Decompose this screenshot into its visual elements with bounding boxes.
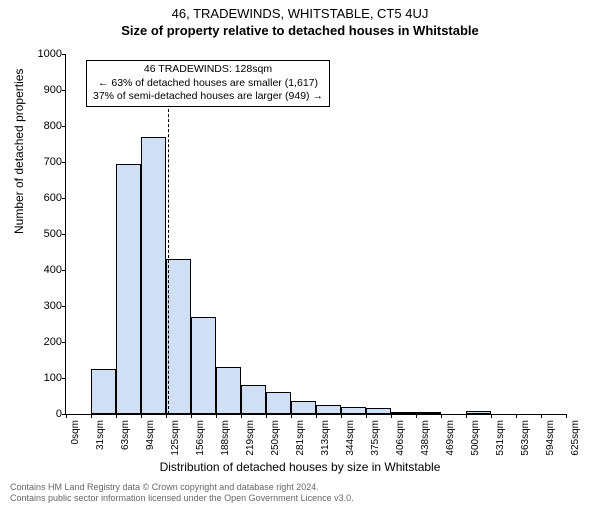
xtick-label: 31sqm <box>95 420 106 450</box>
xtick-mark <box>266 414 267 418</box>
xtick-mark <box>541 414 542 418</box>
ytick-mark <box>62 54 66 55</box>
histogram-bar <box>291 401 316 414</box>
xtick-label: 125sqm <box>170 420 181 456</box>
xtick-label: 406sqm <box>395 420 406 456</box>
xtick-mark <box>216 414 217 418</box>
xtick-label: 156sqm <box>195 420 206 456</box>
xtick-label: 469sqm <box>445 420 456 456</box>
xtick-label: 63sqm <box>120 420 131 450</box>
histogram-bar <box>216 367 241 414</box>
xtick-mark <box>91 414 92 418</box>
xtick-label: 344sqm <box>345 420 356 456</box>
annotation-line3: 37% of semi-detached houses are larger (… <box>93 90 323 104</box>
histogram-bar <box>191 317 216 414</box>
xtick-label: 500sqm <box>470 420 481 456</box>
histogram-bar <box>116 164 141 414</box>
xtick-mark <box>516 414 517 418</box>
histogram-bar <box>341 407 366 414</box>
xtick-mark <box>491 414 492 418</box>
histogram-bar <box>166 259 191 414</box>
ytick-label: 300 <box>28 300 62 312</box>
xtick-label: 0sqm <box>70 420 81 444</box>
ytick-mark <box>62 378 66 379</box>
ytick-mark <box>62 90 66 91</box>
histogram-bar <box>316 405 341 414</box>
histogram-bar <box>266 392 291 414</box>
ytick-mark <box>62 162 66 163</box>
footer-attribution: Contains HM Land Registry data © Crown c… <box>10 482 354 504</box>
ytick-label: 0 <box>28 408 62 420</box>
histogram-bar <box>241 385 266 414</box>
xtick-mark <box>391 414 392 418</box>
xtick-label: 281sqm <box>295 420 306 456</box>
annotation-line2: ← 63% of detached houses are smaller (1,… <box>93 77 323 91</box>
histogram-bar <box>391 412 416 414</box>
ytick-label: 700 <box>28 156 62 168</box>
xtick-mark <box>241 414 242 418</box>
xtick-mark <box>166 414 167 418</box>
xtick-label: 438sqm <box>420 420 431 456</box>
ytick-mark <box>62 234 66 235</box>
ytick-label: 1000 <box>28 48 62 60</box>
histogram-bar <box>466 411 491 414</box>
xtick-mark <box>191 414 192 418</box>
xtick-mark <box>141 414 142 418</box>
ytick-mark <box>62 198 66 199</box>
marker-line <box>168 104 169 414</box>
xtick-label: 625sqm <box>570 420 581 456</box>
title-subtitle: Size of property relative to detached ho… <box>0 23 600 38</box>
xtick-mark <box>416 414 417 418</box>
histogram-bar <box>366 408 391 414</box>
chart-area: 010020030040050060070080090010000sqm31sq… <box>65 54 565 414</box>
xtick-mark <box>366 414 367 418</box>
ytick-label: 400 <box>28 264 62 276</box>
x-axis-label: Distribution of detached houses by size … <box>0 460 600 474</box>
xtick-mark <box>466 414 467 418</box>
xtick-mark <box>341 414 342 418</box>
xtick-label: 94sqm <box>145 420 156 450</box>
ytick-mark <box>62 126 66 127</box>
ytick-label: 800 <box>28 120 62 132</box>
histogram-bar <box>416 412 441 414</box>
ytick-label: 100 <box>28 372 62 384</box>
annotation-line1: 46 TRADEWINDS: 128sqm <box>93 63 323 77</box>
ytick-label: 600 <box>28 192 62 204</box>
xtick-label: 313sqm <box>320 420 331 456</box>
xtick-label: 531sqm <box>495 420 506 456</box>
xtick-mark <box>116 414 117 418</box>
xtick-label: 375sqm <box>370 420 381 456</box>
xtick-mark <box>291 414 292 418</box>
xtick-mark <box>566 414 567 418</box>
annotation-box: 46 TRADEWINDS: 128sqm← 63% of detached h… <box>86 60 330 107</box>
xtick-label: 219sqm <box>245 420 256 456</box>
title-address: 46, TRADEWINDS, WHITSTABLE, CT5 4UJ <box>0 6 600 21</box>
xtick-label: 594sqm <box>545 420 556 456</box>
xtick-mark <box>316 414 317 418</box>
chart-container: 46, TRADEWINDS, WHITSTABLE, CT5 4UJ Size… <box>0 6 600 506</box>
ytick-label: 500 <box>28 228 62 240</box>
histogram-bar <box>141 137 166 414</box>
xtick-label: 188sqm <box>220 420 231 456</box>
histogram-bar <box>91 369 116 414</box>
ytick-label: 900 <box>28 84 62 96</box>
xtick-label: 563sqm <box>520 420 531 456</box>
ytick-mark <box>62 306 66 307</box>
xtick-mark <box>441 414 442 418</box>
xtick-mark <box>66 414 67 418</box>
plot-region: 010020030040050060070080090010000sqm31sq… <box>65 54 566 415</box>
ytick-mark <box>62 342 66 343</box>
ytick-label: 200 <box>28 336 62 348</box>
xtick-label: 250sqm <box>270 420 281 456</box>
footer-line2: Contains public sector information licen… <box>10 493 354 504</box>
y-axis-label: Number of detached properties <box>12 69 26 234</box>
ytick-mark <box>62 270 66 271</box>
footer-line1: Contains HM Land Registry data © Crown c… <box>10 482 354 493</box>
